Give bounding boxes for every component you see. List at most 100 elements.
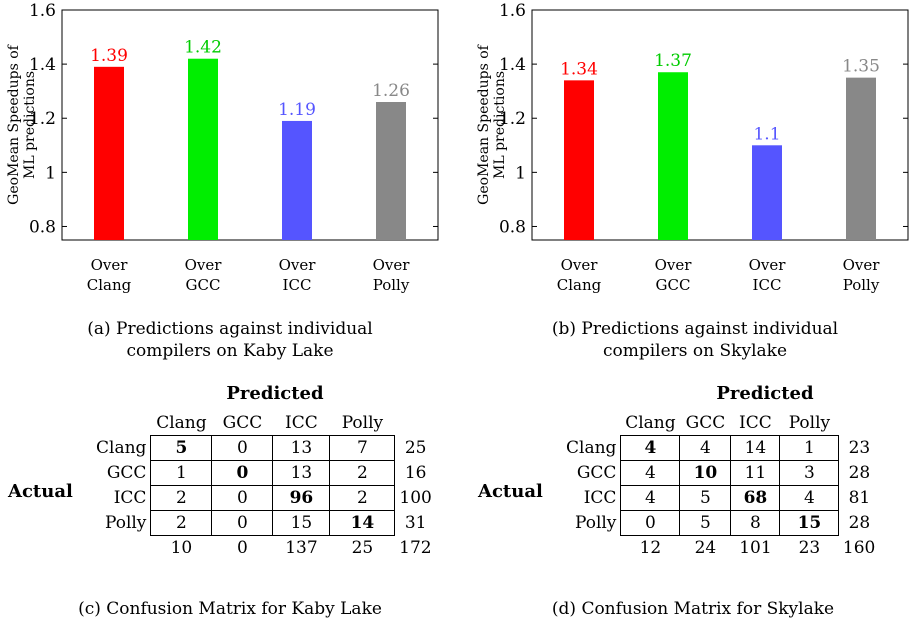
matrix-d-corner-bottom	[562, 536, 621, 561]
matrix-c-cell: 2	[329, 485, 396, 511]
chart-b-ylabel-line: GeoMean Speedups of	[476, 43, 492, 204]
matrix-d-cell: 10	[679, 460, 732, 486]
matrix-d-table: Clang GCC ICC Polly Clang 4 4 14 1 23 GC…	[562, 411, 879, 560]
matrix-d-cell: 14	[730, 435, 781, 461]
matrix-d-predicted-title: Predicted	[716, 383, 814, 404]
matrix-d-row-total: 23	[848, 438, 871, 458]
chart-a-value-label: 1.42	[184, 38, 222, 58]
chart-b-value-label: 1.35	[842, 57, 880, 77]
matrix-d-col-total: 23	[798, 538, 821, 558]
chart-a-ytick-label: 1	[45, 163, 56, 183]
chart-b-bar	[752, 145, 782, 240]
matrix-d-cell: 4	[620, 460, 681, 486]
matrix-d-actual-label: Actual	[478, 481, 543, 502]
matrix-c-cell: 5	[150, 435, 213, 461]
chart-a-xtick-label: Over	[185, 256, 223, 274]
matrix-d-col-total: 24	[694, 538, 717, 558]
chart-b-ytick-label: 0.8	[499, 217, 526, 237]
matrix-c-col-total: 137	[285, 538, 318, 558]
matrix-d-row-total: 81	[848, 488, 871, 508]
chart-a-xtick-label: Over	[279, 256, 317, 274]
matrix-d-row-total: 28	[848, 463, 871, 483]
matrix-d-cell: 11	[730, 460, 781, 486]
chart-b-bar	[846, 77, 876, 240]
chart-b-ytick-label: 1.4	[499, 55, 526, 75]
matrix-c-actual-label: Actual	[8, 481, 73, 502]
matrix-c-cell: 0	[211, 460, 274, 486]
matrix-c-col-total: 25	[351, 538, 374, 558]
chart-a-ytick-label: 0.8	[29, 217, 56, 237]
matrix-d-row-header: ICC	[583, 488, 617, 508]
matrix-c-cell: 7	[329, 435, 396, 461]
matrix-c-row-header: GCC	[106, 463, 147, 483]
chart-b-xtick-label: Over	[655, 256, 693, 274]
matrix-d-col-header: GCC	[685, 413, 726, 433]
matrix-c-cell: 0	[211, 435, 274, 461]
matrix-c-cell: 2	[150, 510, 213, 536]
matrix-c-col-total: 0	[237, 538, 248, 558]
chart-b-xtick-label: Polly	[843, 276, 880, 294]
chart-a-ylabel-line: GeoMean Speedups of	[6, 43, 22, 204]
matrix-c-cell: 2	[150, 485, 213, 511]
chart-b-xtick-label: Over	[561, 256, 599, 274]
matrix-d-col-header: Clang	[625, 413, 676, 433]
matrix-d-cell: 5	[679, 485, 732, 511]
matrix-c-cell: 0	[211, 485, 274, 511]
matrix-c-corner-bottom	[92, 536, 151, 561]
matrix-d-col-total: 101	[739, 538, 772, 558]
matrix-c-cell: 15	[272, 510, 331, 536]
bar-chart-kaby-lake: 0.8 1 1.2 1.4 1.6 GeoMean Speedups ofML predi…	[6, 1, 439, 294]
chart-a-xtick-label: Clang	[87, 276, 132, 294]
chart-a-plot-frame	[61, 9, 439, 241]
matrix-d-col-header: Polly	[788, 413, 831, 433]
matrix-c-row-total: 25	[404, 438, 427, 458]
matrix-d-cell: 1	[779, 435, 840, 461]
matrix-d-cell: 0	[620, 510, 681, 536]
chart-a-bar	[94, 66, 124, 240]
chart-b-ylabel-line: ML predictions	[492, 71, 508, 179]
chart-a-ytick-label: 1.2	[29, 109, 56, 129]
chart-b-bar	[658, 72, 688, 240]
chart-a-ylabel: GeoMean Speedups ofML predictions	[6, 43, 38, 204]
matrix-c-col-header: Polly	[341, 413, 384, 433]
matrix-c-col-header: Clang	[156, 413, 207, 433]
matrix-d-cell: 5	[679, 510, 732, 536]
caption-a: (a) Predictions against individual compi…	[70, 318, 390, 362]
matrix-d-col-header: ICC	[739, 413, 772, 433]
chart-b-xtick-label: Over	[843, 256, 881, 274]
caption-a-line-1: (a) Predictions against individual	[87, 319, 373, 339]
matrix-d-cell: 4	[620, 485, 681, 511]
matrix-c-row-total: 100	[399, 488, 432, 508]
chart-a-value-label: 1.39	[90, 46, 128, 66]
matrix-c-corner	[92, 411, 151, 436]
matrix-c-row-header: Polly	[104, 513, 147, 533]
chart-b-plot-frame	[531, 9, 909, 241]
chart-b-value-label: 1.1	[753, 124, 780, 144]
chart-b-value-label: 1.34	[560, 59, 598, 79]
caption-b-line-2: compilers on Skylake	[602, 341, 788, 361]
matrix-c-corner-right	[395, 411, 436, 436]
chart-b-ylabel: GeoMean Speedups ofML predictions	[476, 43, 508, 204]
bar-chart-skylake: 0.8 1 1.2 1.4 1.6 GeoMean Speedups ofML predi…	[476, 1, 909, 294]
matrix-d-corner	[562, 411, 621, 436]
matrix-c-table: Clang GCC ICC Polly Clang 5 0 13 7 25 GC…	[92, 411, 436, 560]
chart-a-bar	[376, 102, 406, 240]
matrix-d-cell: 4	[620, 435, 681, 461]
matrix-d-row-header: GCC	[576, 463, 617, 483]
matrix-d-corner-right	[839, 411, 879, 436]
chart-b-xtick-label: GCC	[656, 276, 691, 294]
caption-a-line-2: compilers on Kaby Lake	[126, 341, 334, 361]
chart-a-xtick-label: Over	[91, 256, 129, 274]
matrix-d-col-total: 12	[639, 538, 662, 558]
caption-b-line-1: (b) Predictions against individual	[551, 319, 839, 339]
chart-a-bar	[282, 120, 312, 240]
matrix-c-row-header: ICC	[113, 488, 147, 508]
chart-b-xtick-label: Clang	[557, 276, 602, 294]
matrix-c-col-total: 10	[170, 538, 193, 558]
matrix-d-cell: 8	[730, 510, 781, 536]
chart-b-value-label: 1.37	[654, 51, 692, 71]
confusion-matrix-skylake: Predicted Actual Clang GCC ICC Polly Cla…	[470, 383, 923, 588]
matrix-d-row-total: 28	[848, 513, 871, 533]
matrix-d-grand-total: 160	[842, 537, 876, 558]
matrix-c-col-header: GCC	[222, 413, 263, 433]
